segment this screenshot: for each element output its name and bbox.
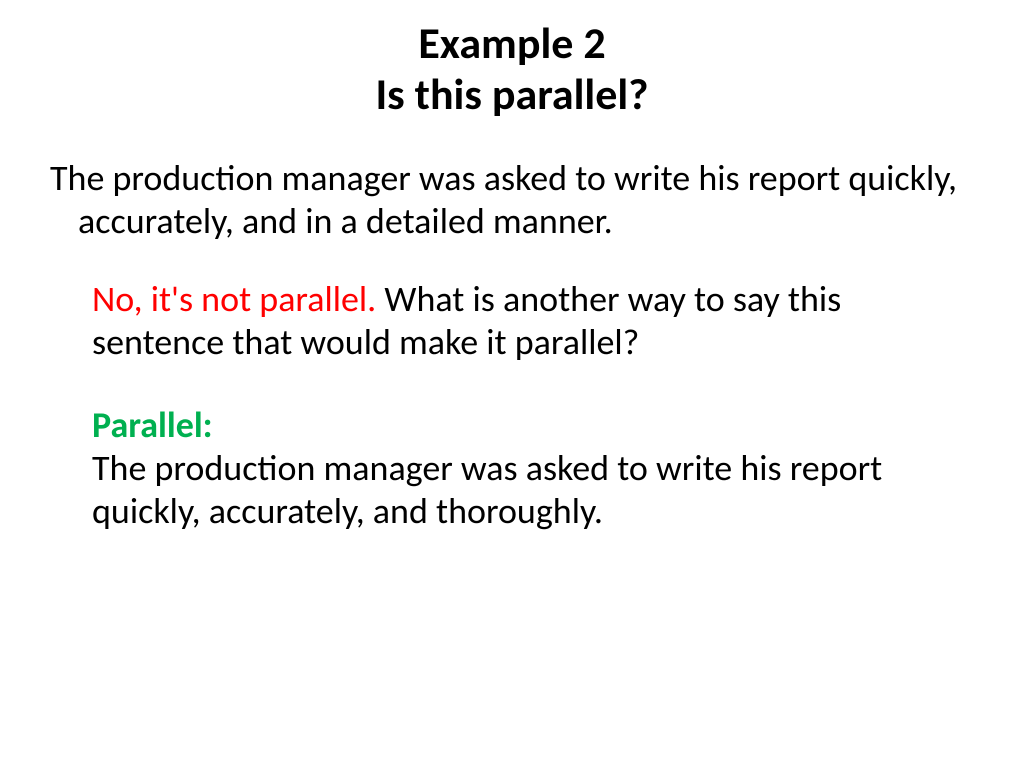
answer-block: No, it's not parallel. What is another w…	[92, 278, 954, 364]
parallel-block: Parallel: The production manager was ask…	[92, 404, 954, 534]
parallel-sentence: The production manager was asked to writ…	[92, 446, 882, 533]
slide-container: Example 2 Is this parallel? The producti…	[0, 0, 1024, 768]
example-sentence: The production manager was asked to writ…	[78, 157, 974, 243]
slide-title-line-2: Is this parallel?	[50, 69, 974, 120]
parallel-label: Parallel:	[92, 403, 213, 447]
answer-not-parallel: No, it's not parallel.	[92, 277, 376, 321]
slide-title-line-1: Example 2	[50, 18, 974, 69]
slide-title-block: Example 2 Is this parallel?	[50, 18, 974, 119]
